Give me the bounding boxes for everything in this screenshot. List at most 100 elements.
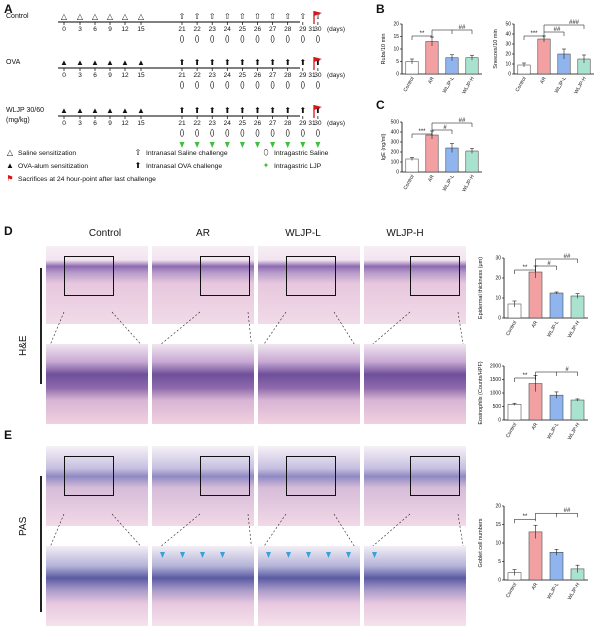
y-axis-label: Eosinophils (Counts/HPF) bbox=[478, 361, 484, 424]
challenge-arrow-icon: ⇧ bbox=[254, 12, 261, 21]
x-tick-label: WLJP-L bbox=[554, 76, 568, 95]
zoom-guide bbox=[365, 311, 411, 351]
challenge-arrow-icon: ⬆ bbox=[224, 106, 231, 115]
timeline-day: 12 bbox=[121, 72, 129, 79]
goblet-arrow-icons bbox=[372, 552, 377, 558]
x-tick-label: WLJP-H bbox=[567, 320, 582, 339]
timeline-row-label: OVA bbox=[6, 59, 21, 66]
zoom-guide bbox=[47, 311, 65, 351]
timeline-row-label: Control bbox=[6, 13, 29, 20]
significance-bracket bbox=[411, 133, 433, 138]
ljp-gavage-icon bbox=[239, 142, 245, 148]
legend-label: Sacrifices at 24 hour-point after last c… bbox=[18, 176, 156, 183]
significance-bracket bbox=[535, 512, 578, 520]
significance-bracket bbox=[411, 35, 433, 40]
significance-bracket bbox=[514, 518, 536, 524]
sensitization-icon: ▲ bbox=[91, 58, 99, 67]
zoom-guide-lines bbox=[259, 513, 359, 553]
micrograph-image bbox=[46, 446, 148, 526]
goblet-arrow-icons bbox=[160, 552, 225, 558]
y-tick-label: 10 bbox=[495, 296, 501, 302]
row-label-he: H&E bbox=[18, 335, 29, 356]
zoom-guide bbox=[457, 311, 465, 351]
timeline-day: 26 bbox=[254, 26, 262, 33]
goblet-arrow-icon bbox=[220, 552, 225, 558]
timeline-day: 30 bbox=[314, 26, 322, 33]
gavage-icon bbox=[270, 129, 275, 137]
challenge-arrow-icon: ⬆ bbox=[194, 106, 201, 115]
gavage-icon bbox=[300, 129, 305, 137]
timeline-day: 31 bbox=[308, 72, 316, 79]
timeline-day: 23 bbox=[209, 120, 217, 127]
chart-svg: 0 5 10 15 20 Goblet cell numbers Control AR WLJP… bbox=[478, 504, 588, 601]
timeline-day: 26 bbox=[254, 120, 262, 127]
legend-icon: ⇧ bbox=[135, 148, 142, 157]
challenge-arrow-icon: ⇧ bbox=[284, 12, 291, 21]
sensitization-icon: △ bbox=[77, 12, 84, 21]
timeline-day: 26 bbox=[254, 72, 262, 79]
y-tick-label: 1500 bbox=[490, 377, 501, 383]
y-tick-label: 500 bbox=[391, 120, 400, 126]
y-tick-label: 500 bbox=[493, 404, 502, 410]
gavage-icon bbox=[285, 81, 290, 89]
challenge-arrow-icon: ⬆ bbox=[179, 106, 186, 115]
challenge-arrow-icon: ⬆ bbox=[269, 58, 276, 67]
goblet-arrow-icon bbox=[286, 552, 291, 558]
y-tick-label: 40 bbox=[505, 32, 511, 38]
gavage-icon bbox=[270, 81, 275, 89]
timeline-day: 22 bbox=[193, 120, 201, 127]
timeline-day: 6 bbox=[93, 26, 97, 33]
x-tick-label: AR bbox=[427, 76, 436, 85]
timeline-day: 24 bbox=[224, 26, 232, 33]
challenge-arrow-icon: ⇧ bbox=[179, 12, 186, 21]
x-tick-label: WLJP-H bbox=[461, 174, 476, 193]
micrograph-image bbox=[46, 246, 148, 324]
micrograph-image bbox=[152, 446, 254, 526]
sensitization-icon: ▲ bbox=[60, 58, 68, 67]
zoom-guide bbox=[153, 311, 201, 351]
timeline-day: 27 bbox=[269, 120, 277, 127]
timeline-day: 12 bbox=[121, 26, 129, 33]
timeline-day: 25 bbox=[239, 26, 247, 33]
zoom-guide-lines bbox=[153, 311, 253, 351]
bar bbox=[405, 158, 419, 173]
sensitization-icon: ▲ bbox=[76, 106, 84, 115]
sensitization-icon: ▲ bbox=[137, 58, 145, 67]
sacrifice-flag-icon bbox=[314, 11, 322, 16]
y-tick-label: 5 bbox=[498, 559, 501, 565]
gavage-icon bbox=[225, 81, 230, 89]
zoom-region-box bbox=[64, 256, 114, 296]
x-tick-label: Control bbox=[505, 422, 518, 439]
timeline-unit: (days) bbox=[327, 120, 345, 127]
legend-icon: ✦ bbox=[263, 161, 270, 170]
timeline-day: 15 bbox=[137, 26, 145, 33]
timeline-row-sublabel: (mg/kg) bbox=[6, 117, 30, 124]
sensitization-icon: △ bbox=[138, 12, 145, 21]
gavage-icon bbox=[255, 35, 260, 43]
gavage-icon bbox=[210, 81, 214, 89]
x-tick-label: WLJP-L bbox=[442, 76, 456, 95]
zoom-region-box bbox=[410, 256, 460, 296]
zoom-guide bbox=[333, 311, 359, 351]
y-axis-label: IgE (ng/ml) bbox=[381, 133, 387, 160]
significance-bracket bbox=[431, 123, 453, 134]
legend-label: Intranasal OVA challenge bbox=[146, 163, 222, 170]
significance-label: ** bbox=[420, 31, 425, 37]
zoom-region-box bbox=[64, 456, 114, 496]
gavage-icon bbox=[210, 35, 214, 43]
timeline-day: 30 bbox=[314, 120, 322, 127]
timeline-day: 0 bbox=[62, 72, 66, 79]
ljp-gavage-icon bbox=[224, 142, 230, 148]
bar bbox=[507, 404, 522, 421]
x-tick-label: WLJP-H bbox=[567, 422, 582, 441]
y-tick-label: 10 bbox=[505, 62, 511, 68]
bar bbox=[425, 134, 439, 173]
goblet-arrow-icons bbox=[266, 552, 351, 558]
y-tick-label: 10 bbox=[393, 47, 399, 53]
zoom-region-box bbox=[286, 256, 336, 296]
challenge-arrow-icon: ⇧ bbox=[299, 12, 306, 21]
legend-label: Intranasal Saline challenge bbox=[146, 150, 228, 157]
bar bbox=[570, 399, 585, 421]
y-tick-label: 30 bbox=[495, 256, 501, 262]
timeline-day: 15 bbox=[137, 72, 145, 79]
